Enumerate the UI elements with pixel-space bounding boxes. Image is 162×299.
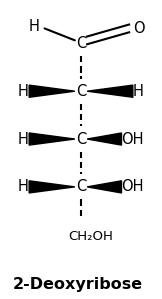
Text: 2-Deoxyribose: 2-Deoxyribose — [13, 277, 143, 292]
Text: C: C — [76, 36, 86, 51]
Text: OH: OH — [121, 179, 143, 194]
Text: H: H — [133, 84, 144, 99]
Text: C: C — [76, 132, 86, 147]
Text: H: H — [29, 19, 40, 34]
Text: OH: OH — [121, 132, 143, 147]
Text: H: H — [18, 132, 29, 147]
Text: H: H — [18, 179, 29, 194]
Polygon shape — [87, 133, 122, 145]
Text: H: H — [18, 84, 29, 99]
Polygon shape — [29, 181, 75, 193]
Polygon shape — [29, 85, 75, 97]
Polygon shape — [87, 85, 133, 97]
Text: CH₂OH: CH₂OH — [68, 230, 113, 243]
Text: O: O — [133, 21, 145, 36]
Polygon shape — [29, 133, 75, 145]
Text: C: C — [76, 84, 86, 99]
Polygon shape — [87, 181, 122, 193]
Text: C: C — [76, 179, 86, 194]
